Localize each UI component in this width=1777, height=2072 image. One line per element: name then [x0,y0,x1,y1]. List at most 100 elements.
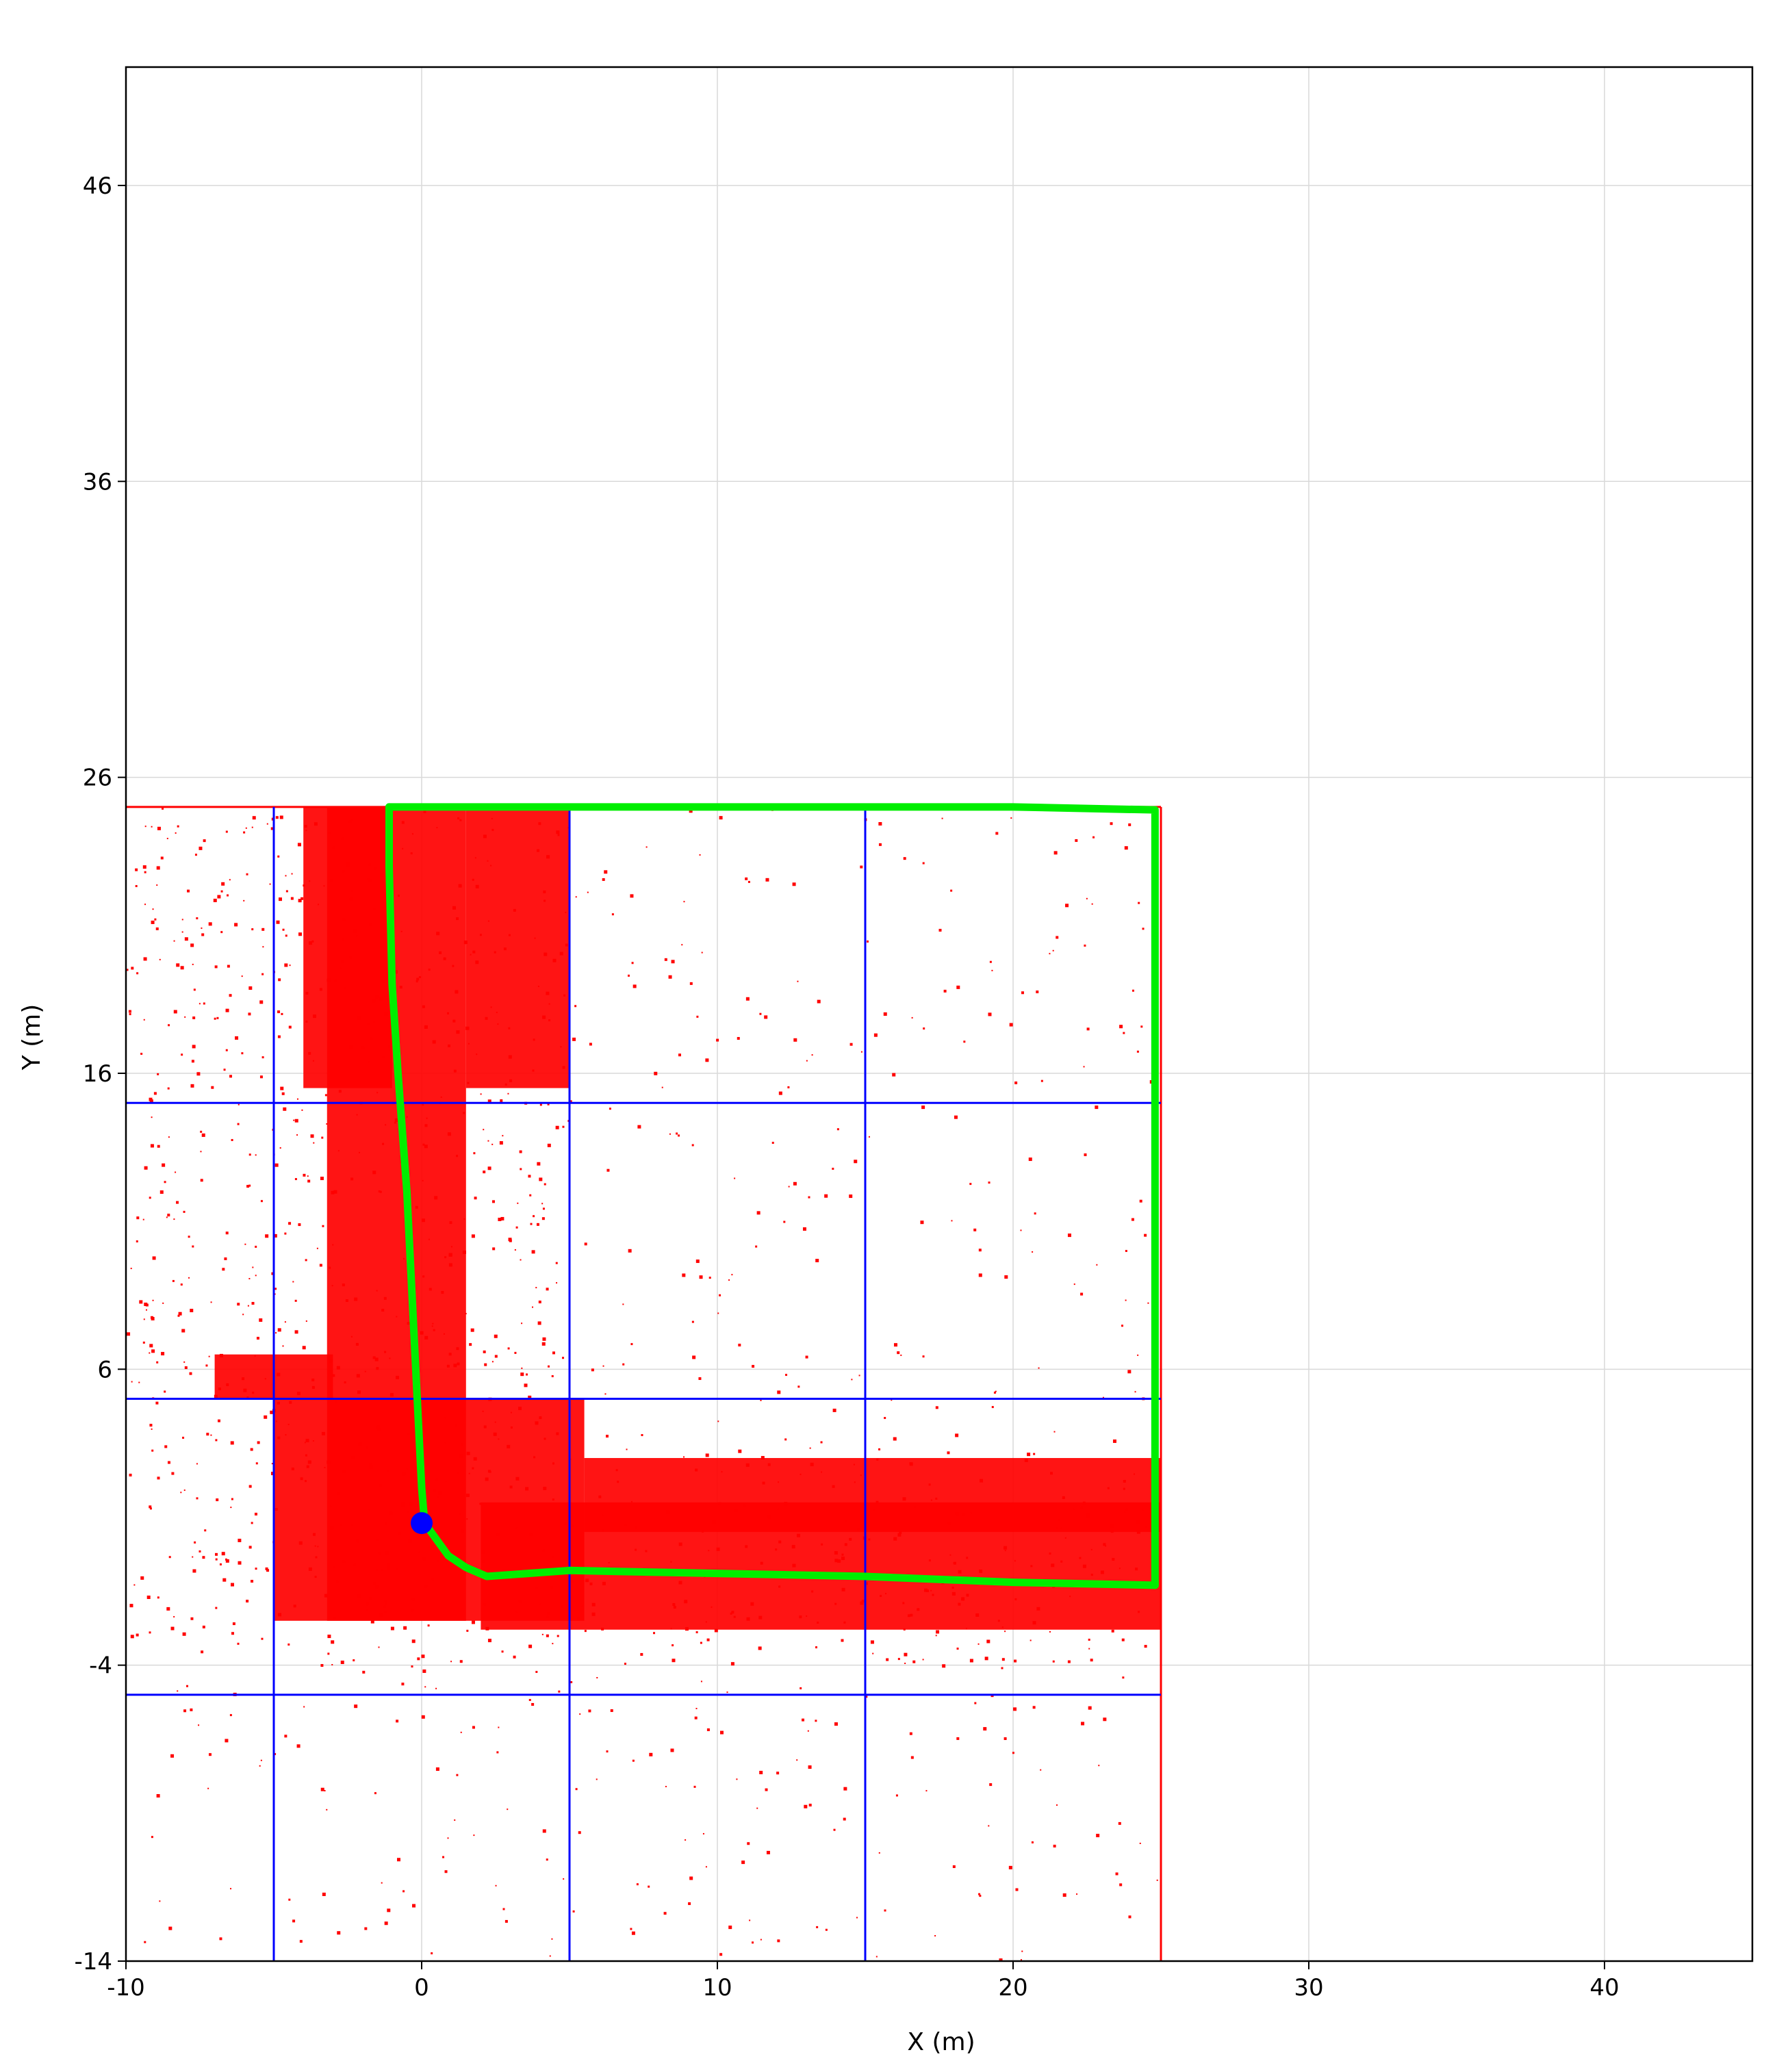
obstacle-point [615,1469,618,1472]
obstacle-point [1056,936,1059,939]
obstacle-point [809,1447,811,1449]
obstacle-point [564,1522,567,1525]
obstacle-point [381,1309,385,1312]
obstacle-point [277,1010,281,1014]
obstacle-point [705,1866,707,1868]
obstacle-point [563,1878,565,1880]
obstacle-point [1010,817,1012,819]
obstacle-point [465,1026,470,1030]
obstacle-point [466,1451,470,1455]
obstacle-point [673,1606,676,1609]
obstacle-point [579,1713,581,1715]
obstacle-point [285,875,287,877]
obstacle-point [542,1337,546,1341]
obstacle-point [930,1589,932,1591]
obstacle-point [177,1690,179,1692]
obstacle-point [139,1300,143,1304]
obstacle-point [969,1659,973,1663]
obstacle-point [771,1142,774,1144]
obstacle-point [303,1173,306,1177]
obstacle-point [956,1647,959,1650]
obstacle-point [654,1071,658,1075]
obstacle-point [384,1611,387,1613]
obstacle-point [1091,903,1093,905]
obstacle-point [1140,1025,1143,1028]
obstacle-point [136,1216,140,1220]
obstacle-point [802,1718,805,1722]
obstacle-point [330,1505,332,1507]
obstacle-point [755,1245,758,1248]
obstacle-point [238,1561,242,1565]
obstacle-point [543,1487,547,1491]
obstacle-point [385,1603,387,1605]
obstacle-point [350,1335,353,1338]
obstacle-point [214,965,218,969]
obstacle-point [777,1508,779,1510]
obstacle-point [217,895,221,899]
obstacle-point [602,878,605,881]
obstacle-point [849,1043,853,1046]
obstacle-point [344,987,346,989]
obstacle-point [870,1640,874,1644]
obstacle-point [500,1099,503,1102]
obstacle-point [1036,1607,1040,1611]
obstacle-point [844,1543,847,1546]
obstacle-point [199,1550,201,1552]
obstacle-point [797,1385,800,1388]
obstacle-point [305,830,307,832]
obstacle-point [157,826,161,830]
obstacle-point [368,880,370,882]
obstacle-point [541,1342,546,1346]
obstacle-point [1095,1105,1099,1110]
obstacle-point [305,1320,307,1322]
obstacle-point [631,962,634,964]
obstacle-point [459,1454,463,1458]
obstacle-point [699,1275,703,1279]
obstacle-point [873,1033,878,1037]
obstacle-point [170,1754,175,1758]
obstacle-point [958,1570,962,1574]
obstacle-point [248,1546,252,1549]
obstacle-point [422,1275,425,1278]
obstacle-point [285,890,288,893]
obstacle-point [756,1211,760,1215]
obstacle-point [416,977,420,981]
obstacle-point [369,923,372,926]
obstacle-point [333,1566,335,1568]
obstacle-point [548,1003,550,1005]
obstacle-point [683,901,685,903]
obstacle-point [661,1086,663,1088]
obstacle-point [645,1550,648,1552]
obstacle-point [251,928,254,931]
obstacle-point [277,1035,281,1038]
obstacle-point [342,1470,346,1473]
obstacle-point [572,1910,575,1913]
obstacle-point [591,1368,594,1372]
obstacle-point [911,1016,913,1019]
obstacle-point [854,1160,858,1164]
obstacle-point [628,1249,632,1253]
obstacle-point [306,1465,309,1468]
obstacle-point [162,1163,166,1167]
obstacle-point [314,1576,317,1578]
obstacle-point [557,834,560,836]
obstacle-point [785,1374,788,1377]
obstacle-point [1032,1251,1034,1253]
obstacle-point [502,1135,504,1137]
obstacle-point [229,994,232,997]
obstacle-point [216,1016,219,1019]
obstacle-point [201,927,203,929]
obstacle-point [379,997,383,1001]
obstacle-point [219,1563,222,1565]
obstacle-point [433,1489,436,1492]
obstacle-point [1139,1199,1142,1203]
obstacle-point [604,870,608,874]
obstacle-point [444,1870,448,1873]
obstacle-point [834,1551,838,1555]
obstacle-point [820,1441,823,1444]
obstacle-point [380,873,383,877]
obstacle-point [925,1589,929,1592]
obstacle-point [190,1309,194,1313]
obstacle-point [637,1125,641,1129]
obstacle-point [456,1030,460,1034]
